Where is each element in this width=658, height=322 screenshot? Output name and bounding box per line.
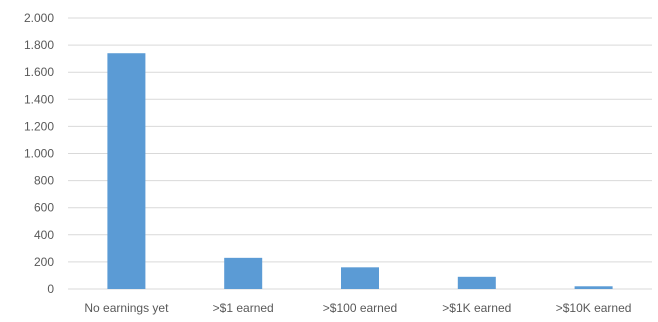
- x-axis-category-labels: No earnings yet >$1 earned >$100 earned >$1…: [84, 301, 631, 315]
- y-tick-label: 1.800: [24, 38, 54, 52]
- bar-0: [107, 53, 146, 290]
- y-tick-label: 200: [34, 255, 54, 269]
- bar-3: [457, 276, 496, 289]
- y-tick-label: 1.400: [24, 92, 54, 106]
- x-category-label: >$1K earned: [442, 301, 511, 315]
- x-category-label: No earnings yet: [84, 301, 169, 315]
- y-tick-label: 0: [47, 282, 54, 296]
- y-tick-label: 2.000: [24, 11, 54, 25]
- x-category-label: >$100 earned: [323, 301, 397, 315]
- bar-4: [574, 286, 613, 289]
- x-category-label: >$10K earned: [556, 301, 632, 315]
- bar-2: [341, 267, 379, 289]
- y-tick-label: 1.200: [24, 119, 54, 133]
- gridlines: [68, 17, 652, 290]
- y-tick-label: 400: [34, 228, 54, 242]
- bars: [107, 53, 613, 290]
- y-tick-label: 800: [34, 174, 54, 188]
- x-category-label: >$1 earned: [213, 301, 274, 315]
- y-tick-label: 1.600: [24, 65, 54, 79]
- y-tick-label: 1.000: [24, 147, 54, 161]
- y-axis-tick-labels: 0 200 400 600 800 1.000 1.200 1.400 1.600 1.800 2.…: [24, 11, 54, 296]
- y-tick-label: 600: [34, 201, 54, 215]
- bar-1: [224, 257, 263, 289]
